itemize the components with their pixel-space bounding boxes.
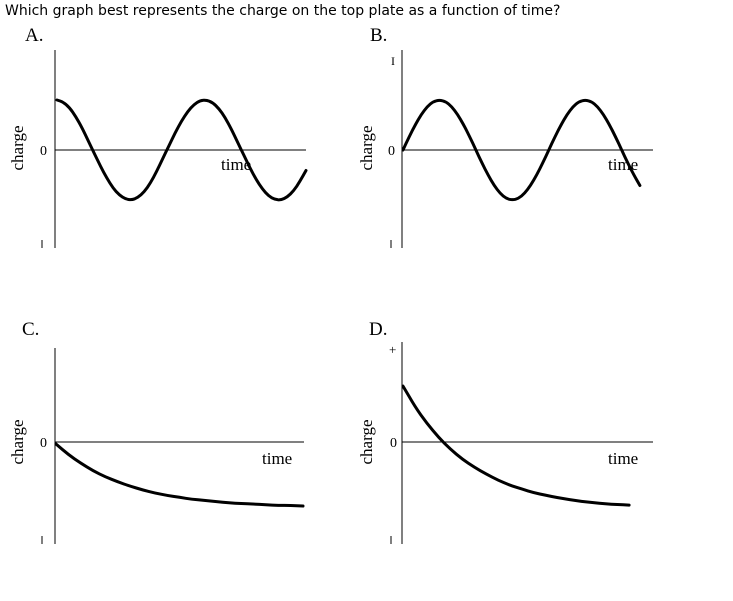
x-axis-label: time <box>262 449 292 468</box>
x-axis-label: time <box>608 449 638 468</box>
graph-c-svg: C. charge 0 time <box>8 319 305 544</box>
y-axis-label: charge <box>8 126 27 171</box>
zero-label: 0 <box>390 436 397 451</box>
zero-label: 0 <box>40 436 47 451</box>
charge-curve <box>401 384 631 507</box>
top-tick-label: I <box>391 54 395 68</box>
charge-curve <box>401 98 642 202</box>
graph-a-svg: A. charge 0 time <box>8 25 308 248</box>
panel-label: A. <box>25 25 43 46</box>
graph-c[interactable]: C. charge 0 time <box>0 314 330 554</box>
zero-label: 0 <box>388 144 395 159</box>
top-tick-label: + <box>389 342 396 357</box>
graph-d[interactable]: D. + charge 0 time <box>350 314 680 554</box>
charge-curve <box>54 442 305 508</box>
x-axis-label: time <box>608 155 638 174</box>
question-text: Which graph best represents the charge o… <box>5 3 561 19</box>
graph-b-svg: B. I charge 0 time <box>357 25 653 248</box>
y-axis-label: charge <box>8 420 27 465</box>
x-axis-label: time <box>221 155 251 174</box>
graph-d-svg: D. + charge 0 time <box>357 319 653 544</box>
y-axis-label: charge <box>357 126 376 171</box>
graph-a[interactable]: A. charge 0 time <box>0 20 330 260</box>
graph-b[interactable]: B. I charge 0 time <box>350 20 680 260</box>
panel-label: D. <box>369 319 387 340</box>
panel-label: C. <box>22 319 39 340</box>
charge-curve <box>55 98 308 202</box>
panel-label: B. <box>370 25 387 46</box>
y-axis-label: charge <box>357 420 376 465</box>
zero-label: 0 <box>40 144 47 159</box>
